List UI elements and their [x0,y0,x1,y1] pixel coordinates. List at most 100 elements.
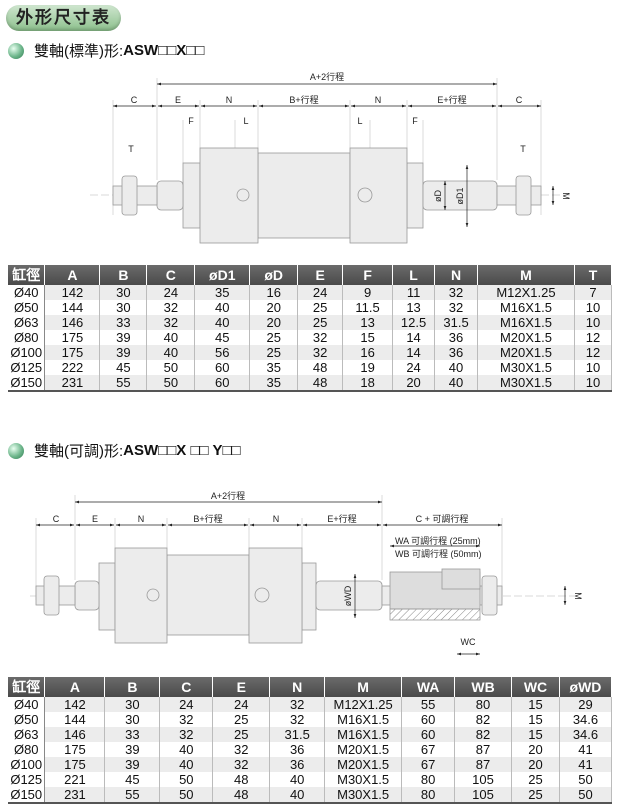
table-cell: 24 [212,697,271,712]
table-cell: 40 [269,787,326,804]
dim-n-left: N [226,95,233,105]
table-cell: 15 [511,727,560,742]
dim-m: M [573,592,583,600]
bullet-icon [8,42,24,59]
table-cell: 31.5 [434,315,479,330]
table-cell: 32 [146,315,196,330]
table-cell: 10 [574,360,613,375]
table-cell: 50 [559,772,613,787]
table-cell: 50 [559,787,613,804]
table-cell: 25 [297,300,344,315]
table-cell: 32 [297,330,344,345]
table-row: Ø100 175 39 40 32 36 M20X1.5 67 87 20 41 [8,757,613,772]
table-cell: 29 [559,697,613,712]
table-cell: 175 [44,330,101,345]
table-cell: 25 [249,330,299,345]
section1-heading: 雙軸(標準)形: ASW□□X□□ [8,40,204,61]
table-cell: 142 [44,285,101,300]
table-cell: 105 [454,787,512,804]
table-cell: 41 [559,742,613,757]
column-header: F [342,265,394,285]
table-cell: 175 [44,757,106,772]
table-cell: 20 [511,742,560,757]
bore-size-cell: Ø50 [8,300,46,315]
table-cell: M20X1.5 [477,330,575,345]
table-row: Ø125 221 45 50 48 40 M30X1.5 80 105 25 50 [8,772,613,787]
table-cell: 87 [454,757,512,772]
table-row: Ø63 146 33 32 40 20 25 13 12.5 31.5 M16X1.5 10 [8,315,613,330]
table-cell: 16 [342,345,394,360]
column-header: øD1 [194,265,251,285]
table-cell: M30X1.5 [477,360,575,375]
bore-size-cell: Ø150 [8,375,46,392]
dim-l-right: L [357,116,362,126]
bore-size-cell: Ø40 [8,285,46,300]
table-adjustable: 缸徑 A B C E N M WA WB WC øWD Ø40 142 30 24 24 32 M12X1.25 5… [8,677,613,804]
section1-title-prefix: 雙軸(標準)形: [34,43,124,60]
table-cell: 222 [44,360,101,375]
column-header: 缸徑 [8,265,46,285]
table-cell: 18 [342,375,394,392]
table-cell: 10 [574,375,613,392]
dim-c-right: C [516,95,523,105]
table-cell: 36 [269,742,326,757]
table-cell: 15 [511,712,560,727]
table-cell: 36 [434,345,479,360]
table-cell: 32 [159,712,214,727]
table-cell: 231 [44,375,101,392]
table-cell: 82 [454,712,512,727]
table-cell: 19 [342,360,394,375]
bore-size-cell: Ø63 [8,727,46,742]
table-cell: 40 [159,757,214,772]
dim-t-left: T [128,144,134,154]
column-header: A [44,677,106,697]
table-cell: 20 [511,757,560,772]
table-cell: 15 [511,697,560,712]
column-header: B [99,265,148,285]
table-cell: 80 [401,772,456,787]
dim-d: øD [433,190,443,202]
table-cell: 80 [454,697,512,712]
table-row: Ø150 231 55 50 60 35 48 18 20 40 M30X1.5 10 [8,375,613,392]
table-row: Ø150 231 55 50 48 40 M30X1.5 80 105 25 50 [8,787,613,804]
table-cell: 40 [269,772,326,787]
table-cell: 20 [249,315,299,330]
column-header: WB [454,677,512,697]
column-header: E [212,677,271,697]
table-cell: 32 [297,345,344,360]
table-row: Ø63 146 33 32 25 31.5 M16X1.5 60 82 15 34.6 [8,727,613,742]
table-cell: 48 [212,772,271,787]
table-cell: M20X1.5 [324,757,403,772]
table-cell: M30X1.5 [324,772,403,787]
table-cell: 12 [574,330,613,345]
column-header: M [477,265,575,285]
table-cell: 175 [44,742,106,757]
section2-heading: 雙軸(可調)形: ASW□□X □□ Y□□ [8,440,241,461]
table-cell: 33 [104,727,161,742]
table-cell: 30 [99,285,148,300]
table-cell: M12X1.25 [324,697,403,712]
table-cell: 20 [392,375,436,392]
column-header: N [434,265,479,285]
dim-a-2-stroke: A+2行程 [211,490,245,501]
table-cell: 144 [44,712,106,727]
table-cell: 25 [511,772,560,787]
dim-b-stroke: B+行程 [193,513,222,524]
table-cell: 10 [574,300,613,315]
table-cell: 60 [194,360,251,375]
table-cell: 67 [401,742,456,757]
column-header: E [297,265,344,285]
table-cell: 24 [146,285,196,300]
table-cell: 7 [574,285,613,300]
table-cell: 82 [454,727,512,742]
column-header: L [392,265,436,285]
table-cell: M20X1.5 [324,742,403,757]
table-cell: 24 [159,697,214,712]
table-cell: 13 [342,315,394,330]
table-cell: M16X1.5 [477,300,575,315]
bore-size-cell: Ø125 [8,772,46,787]
table-cell: 55 [104,787,161,804]
table-cell: 33 [99,315,148,330]
table-cell: 16 [249,285,299,300]
table-cell: 14 [392,330,436,345]
